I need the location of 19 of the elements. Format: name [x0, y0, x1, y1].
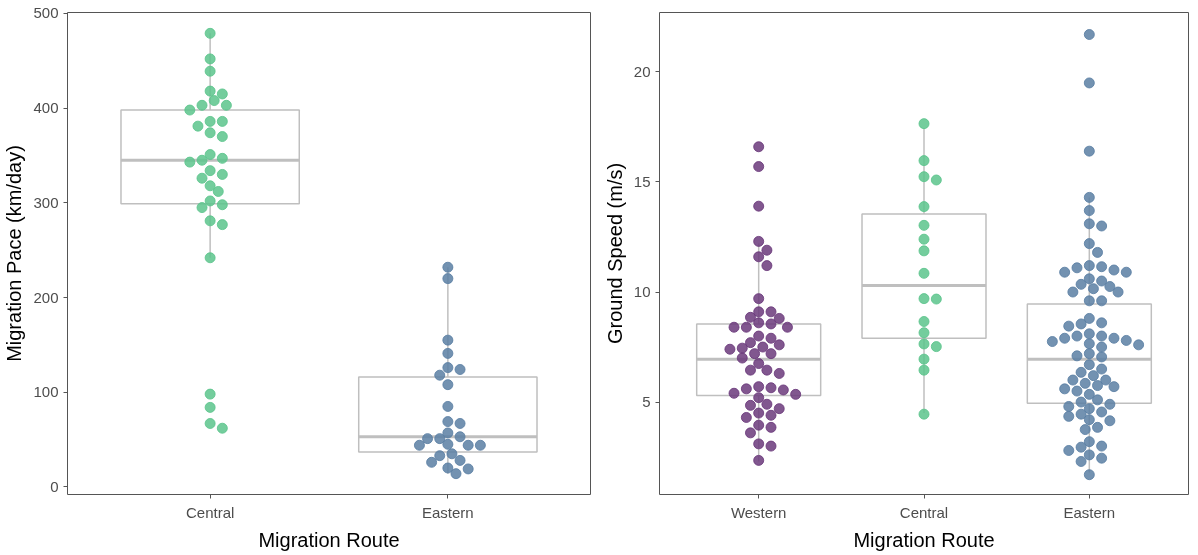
x-tick-label: Eastern	[422, 503, 474, 521]
x-axis-title: Migration Route	[258, 528, 400, 551]
y-tick-label: 500	[33, 4, 59, 22]
y-axis-title: Migration Pace (km/day)	[3, 145, 26, 362]
y-tick-label: 200	[33, 288, 59, 306]
y-tick-label: 400	[33, 99, 59, 117]
x-tick-label: Western	[730, 503, 787, 521]
y-tick-label: 20	[633, 62, 651, 80]
y-tick-label: 5	[642, 393, 651, 411]
x-tick-label: Eastern	[1063, 503, 1116, 521]
x-tick-label: Central	[899, 503, 949, 521]
x-tick-label: Central	[185, 503, 235, 521]
y-axis-title: Ground Speed (m/s)	[603, 162, 626, 345]
y-tick-label: 10	[633, 283, 651, 301]
x-axis-title: Migration Route	[853, 528, 995, 551]
y-tick-label: 0	[50, 477, 59, 495]
y-tick-label: 15	[633, 172, 651, 190]
y-tick-label: 100	[33, 383, 59, 401]
y-tick-label: 300	[33, 193, 59, 211]
